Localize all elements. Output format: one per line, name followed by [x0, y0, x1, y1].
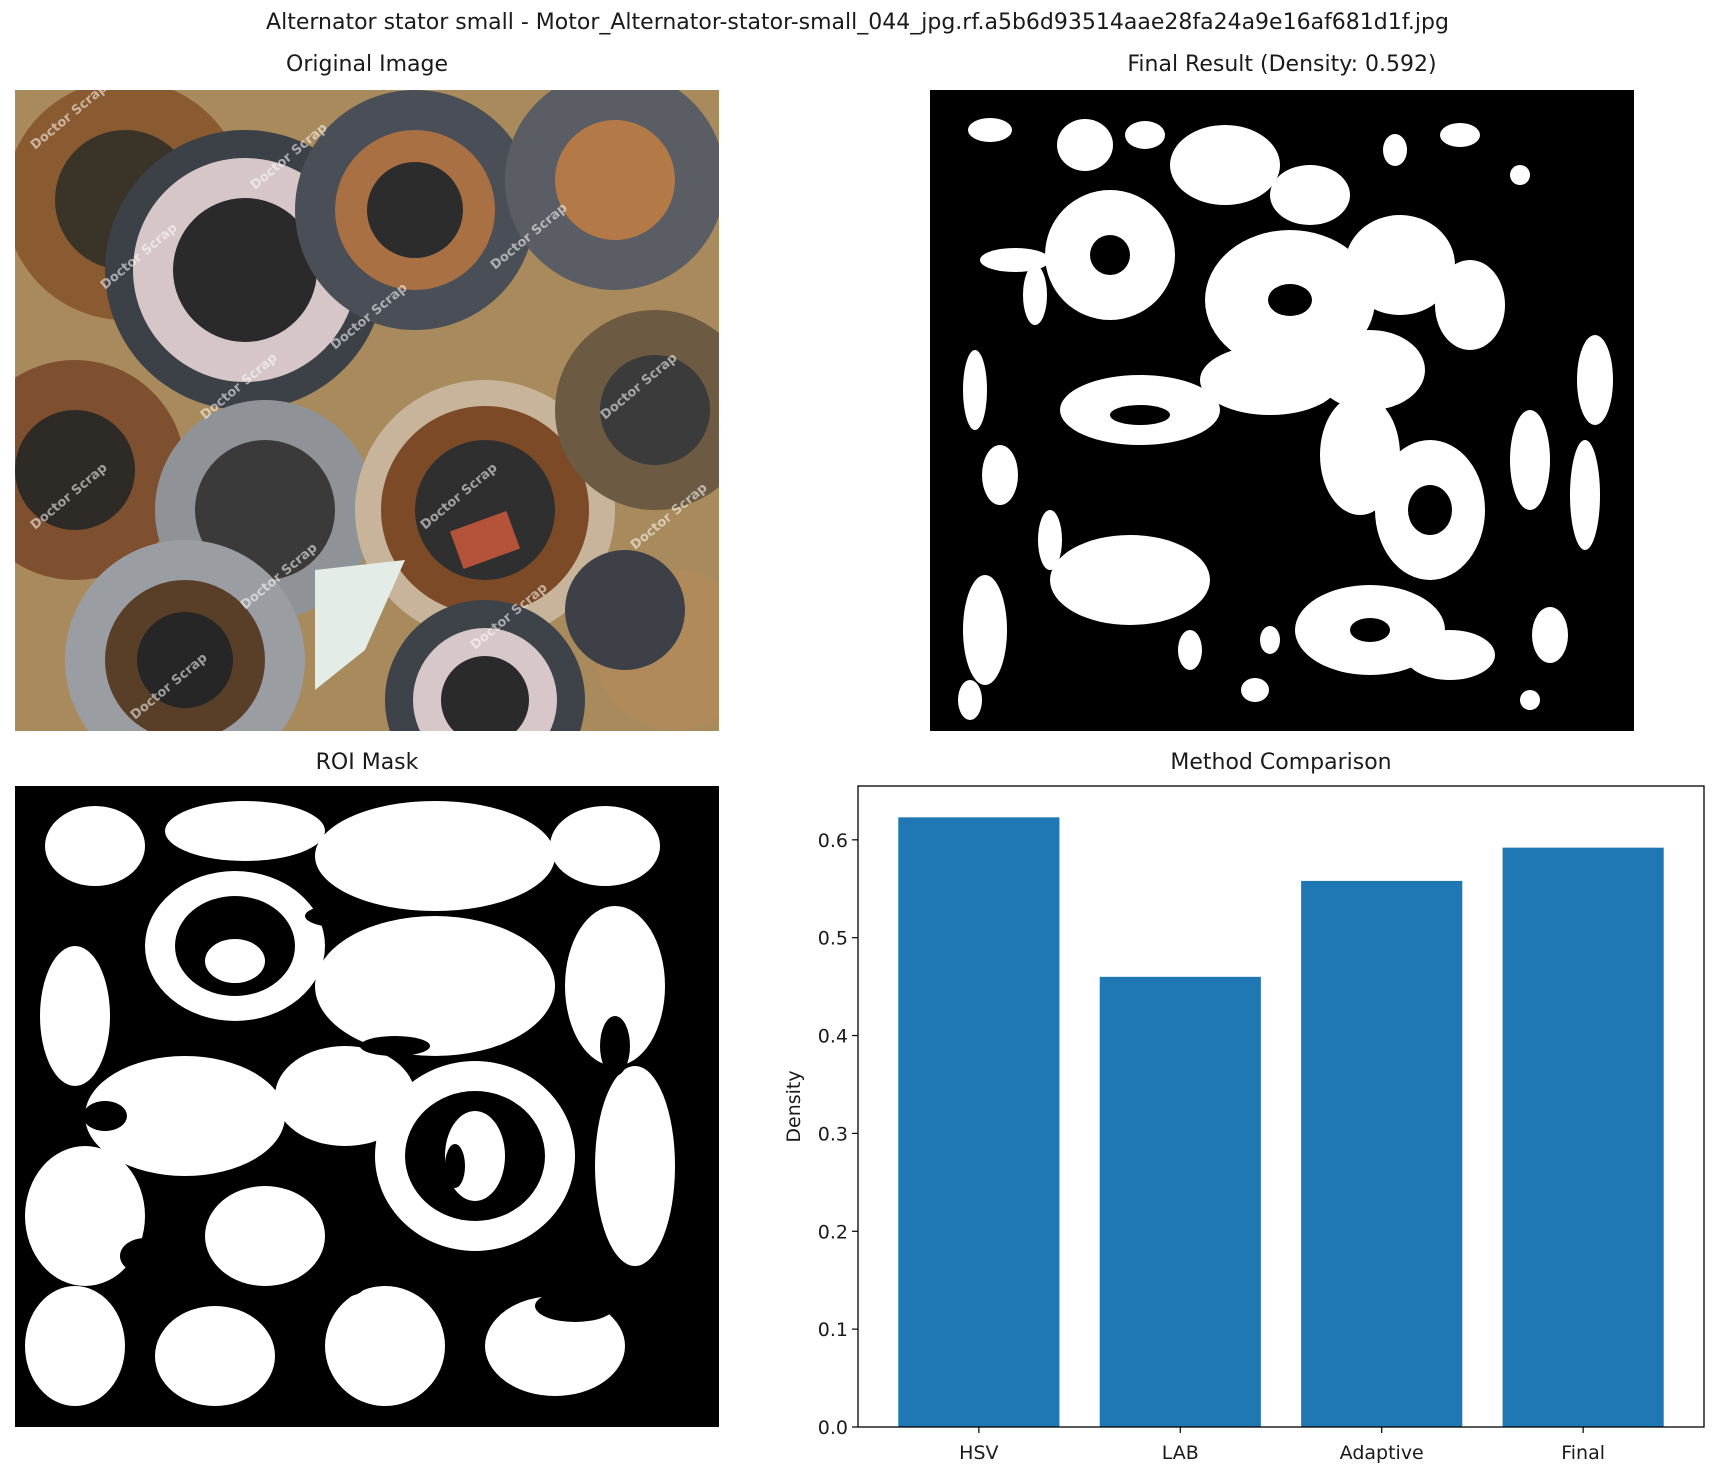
method-comparison-chart: 0.0 0.1 0.2 0.3 0.4 0.5 0.6 HSV LAB Adaptive Fina…	[783, 785, 1705, 1464]
x-tick-label: Final	[1561, 1442, 1605, 1464]
original-image-title: Original Image	[286, 52, 448, 77]
y-tick-label: 0.5	[818, 928, 848, 950]
bar-lab	[1099, 976, 1261, 1427]
chart-frame	[857, 785, 1705, 1428]
bar-hsv	[898, 817, 1060, 1427]
roi-mask-image	[15, 786, 719, 1427]
final-result-mask	[930, 90, 1634, 731]
final-result-title: Final Result (Density: 0.592)	[1127, 52, 1437, 77]
roi-mask-title: ROI Mask	[315, 750, 419, 775]
y-tick-label: 0.6	[818, 830, 848, 852]
roi-mask	[15, 786, 719, 1427]
x-tick-label: LAB	[1162, 1442, 1199, 1464]
original-image-photo: Doctor Scrap Doctor Scrap Doctor Scrap D…	[15, 90, 719, 731]
chart-title: Method Comparison	[1170, 750, 1392, 775]
y-tick-label: 0.2	[818, 1221, 848, 1243]
y-tick-label: 0.4	[818, 1026, 848, 1048]
y-axis-label: Density	[783, 1070, 805, 1142]
y-tick-label: 0.0	[818, 1417, 848, 1439]
x-tick-label: Adaptive	[1340, 1442, 1424, 1464]
bar-final	[1502, 847, 1664, 1427]
x-tick-label: HSV	[959, 1442, 998, 1464]
y-tick-label: 0.3	[818, 1123, 848, 1145]
original-image: Doctor Scrap Doctor Scrap Doctor Scrap D…	[15, 90, 719, 731]
figure-title: Alternator stator small - Motor_Alternat…	[266, 10, 1449, 35]
final-result-mask-image	[930, 90, 1634, 731]
y-tick-label: 0.1	[818, 1319, 848, 1341]
bar-adaptive	[1301, 880, 1463, 1427]
